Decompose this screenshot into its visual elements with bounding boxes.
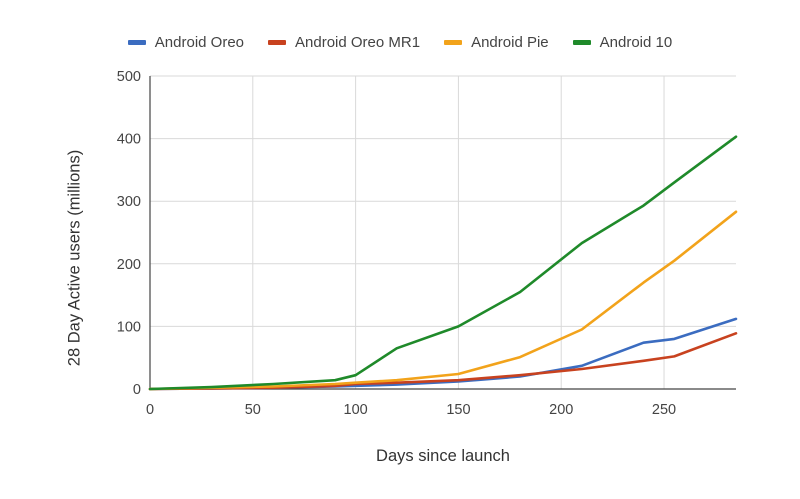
series-line-android-10: [148, 135, 738, 391]
y-tick-label: 100: [117, 319, 141, 335]
x-tick-label: 200: [549, 402, 573, 418]
y-tick-label: 200: [117, 257, 141, 273]
legend-swatch: [268, 39, 287, 45]
legend: Android Oreo Android Oreo MR1 Android Pi…: [0, 30, 800, 54]
x-tick-label: 0: [146, 402, 154, 418]
legend-item-android-10: Android 10: [572, 33, 673, 51]
legend-swatch: [127, 39, 146, 45]
y-axis-label: 28 Day Active users (millions): [65, 149, 84, 367]
legend-label: Android 10: [599, 33, 673, 51]
x-tick-label: 250: [652, 402, 676, 418]
legend-label: Android Pie: [471, 33, 549, 51]
series-line-android-pie: [148, 210, 738, 391]
x-tick-label: 100: [344, 402, 368, 418]
legend-label: Android Oreo MR1: [295, 33, 421, 51]
series-line-android-oreo: [148, 317, 738, 391]
legend-item-android-pie: Android Pie: [444, 34, 549, 51]
x-axis-label: Days since launch: [376, 447, 510, 465]
legend-label: Android Oreo: [154, 33, 245, 51]
y-tick-label: 0: [133, 382, 141, 398]
y-tick-label: 400: [117, 132, 141, 148]
legend-swatch: [444, 39, 463, 45]
legend-item-android-oreo-mr1: Android Oreo MR1: [268, 34, 420, 51]
legend-item-android-oreo: Android Oreo: [127, 33, 245, 51]
x-tick-label: 150: [446, 402, 470, 418]
x-tick-label: 50: [245, 402, 261, 418]
legend-swatch: [572, 39, 591, 45]
y-tick-label: 300: [117, 194, 141, 210]
y-tick-label: 500: [117, 69, 141, 85]
